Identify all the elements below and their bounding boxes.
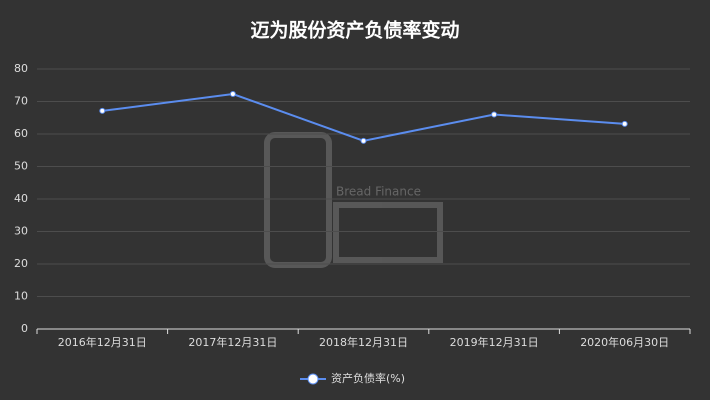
point [99, 107, 106, 114]
legend-label: 资产负债率(%) [331, 371, 405, 385]
y-tick-label: 30 [14, 225, 28, 238]
watermark-logo [264, 132, 443, 268]
y-tick-label: 60 [14, 127, 28, 140]
x-tick-label: 2020年06月30日 [580, 335, 669, 349]
x-tick-label: 2017年12月31日 [188, 335, 277, 349]
y-tick-label: 40 [14, 192, 28, 205]
point [491, 111, 498, 118]
y-tick-label: 50 [14, 160, 28, 173]
x-tick-label: 2018年12月31日 [319, 335, 408, 349]
point [229, 91, 236, 98]
y-tick-label: 80 [14, 62, 28, 75]
x-tick-label: 2016年12月31日 [58, 335, 147, 349]
point [621, 120, 628, 127]
watermark: Bread Finance [336, 185, 421, 199]
y-tick-label: 10 [14, 290, 28, 303]
chart-title: 迈为股份资产负债率变动 [250, 19, 459, 42]
legend-marker [307, 373, 319, 385]
point [360, 137, 367, 144]
y-tick-label: 0 [21, 322, 28, 335]
y-tick-label: 20 [14, 257, 28, 270]
y-tick-label: 70 [14, 95, 28, 108]
x-tick-label: 2019年12月31日 [450, 335, 539, 349]
